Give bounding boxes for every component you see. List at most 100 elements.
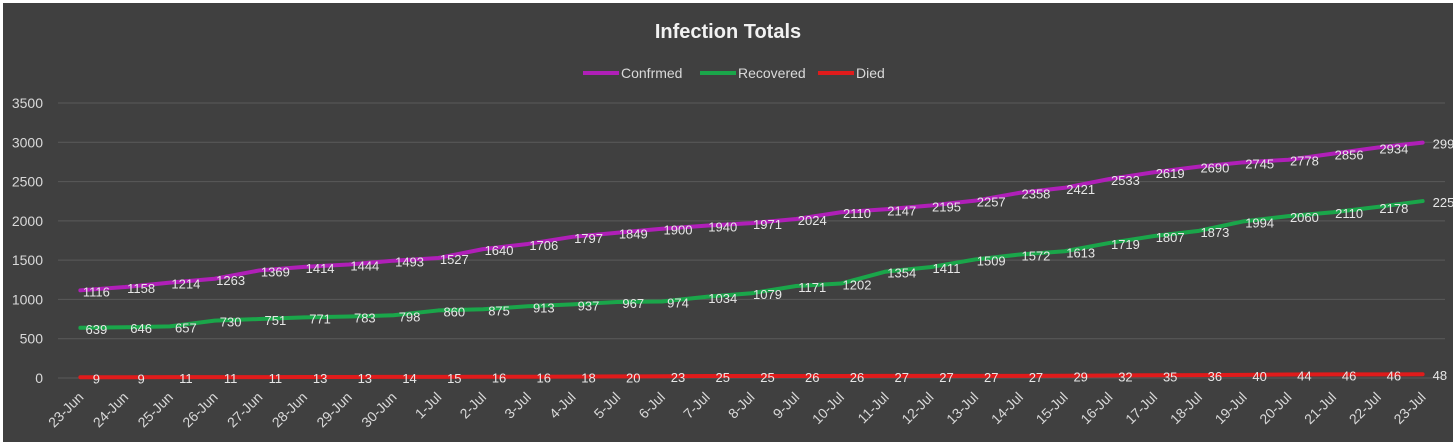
data-label-died: 36 [1208,369,1222,384]
x-tick-label: 3-Jul [501,389,534,422]
data-label-died: 9 [93,371,100,386]
data-label-died: 9 [137,371,144,386]
data-label-recovered: 860 [443,304,465,319]
data-label-confrmed: 2110 [843,206,871,221]
data-label-recovered: 1034 [708,291,737,306]
chart-title: Infection Totals [655,21,801,43]
data-label-died: 15 [447,371,461,386]
data-label-died: 13 [313,371,327,386]
x-tick-label: 1-Jul [412,389,445,422]
data-label-recovered: 1202 [843,278,872,293]
data-label-died: 46 [1387,368,1401,383]
data-label-confrmed: 2619 [1156,166,1185,181]
data-label-died: 27 [1029,370,1043,385]
gridlines [58,102,1445,379]
data-label-died: 27 [984,370,998,385]
x-tick-label: 10-Jul [809,389,847,427]
data-label-confrmed: 2024 [798,213,827,228]
data-label-died: 16 [537,371,551,386]
data-label-recovered: 937 [578,298,600,313]
y-tick-label: 0 [35,370,43,386]
legend: Confrmed Recovered Died [583,65,885,81]
data-label-died: 48 [1433,368,1447,383]
data-label-recovered: 974 [667,295,689,310]
x-tick-label: 26-Jun [179,389,221,431]
data-label-recovered: 1572 [1021,248,1050,263]
x-tick-label: 24-Jun [90,389,132,431]
data-label-recovered: 2252 [1433,195,1453,210]
data-label-recovered: 771 [309,311,331,326]
x-tick-label: 23-Jul [1390,389,1428,427]
data-label-confrmed: 1116 [83,284,110,299]
data-label-died: 32 [1118,369,1132,384]
data-label-recovered: 639 [86,322,108,337]
data-label-confrmed: 2856 [1335,148,1364,163]
data-label-recovered: 1613 [1066,245,1095,260]
x-tick-label: 12-Jul [898,389,936,427]
data-label-died: 35 [1163,369,1177,384]
y-tick-label: 3000 [12,134,43,150]
data-label-recovered: 1411 [932,261,960,276]
data-label-died: 11 [224,371,238,386]
data-label-died: 18 [581,371,595,386]
data-label-recovered: 1807 [1156,230,1185,245]
data-label-died: 23 [671,370,685,385]
data-label-confrmed: 1527 [440,252,469,267]
series-line-confrmed [78,140,1425,293]
series-line-recovered [78,199,1425,330]
y-tick-label: 1000 [12,291,43,307]
x-tick-label: 7-Jul [680,389,713,422]
data-label-confrmed: 2195 [932,200,961,215]
data-label-recovered: 1079 [753,287,782,302]
series-lines [78,140,1425,380]
x-tick-label: 13-Jul [943,389,981,427]
data-label-died: 20 [626,370,640,385]
data-label-died: 14 [402,371,416,386]
x-tick-label: 30-Jun [358,389,400,431]
y-tick-label: 2000 [12,213,43,229]
data-label-confrmed: 2257 [977,195,1006,210]
data-label-recovered: 1994 [1245,215,1274,230]
legend-label-recovered: Recovered [738,65,806,81]
x-tick-label: 23-Jun [45,389,87,431]
data-label-recovered: 1171 [798,280,826,295]
x-tick-label: 16-Jul [1077,389,1115,427]
data-label-confrmed: 1158 [127,281,155,296]
data-label-died: 13 [358,371,372,386]
data-label-confrmed: 1797 [574,231,603,246]
data-label-died: 25 [760,370,774,385]
x-tick-label: 6-Jul [635,389,668,422]
x-tick-label: 22-Jul [1346,389,1384,427]
data-label-confrmed: 2147 [887,203,916,218]
data-label-died: 26 [850,370,864,385]
y-tick-label: 500 [20,331,44,347]
data-label-confrmed: 1940 [708,220,737,235]
data-label-recovered: 1354 [887,266,916,281]
data-label-recovered: 1719 [1111,237,1140,252]
x-tick-label: 5-Jul [591,389,624,422]
y-tick-label: 2500 [12,174,43,190]
data-label-confrmed: 1849 [619,227,648,242]
x-tick-label: 29-Jun [313,389,355,431]
data-label-confrmed: 2358 [1021,187,1050,202]
data-label-confrmed: 1640 [485,243,514,258]
y-tick-label: 1500 [12,252,43,268]
data-label-confrmed: 1414 [306,261,335,276]
x-tick-label: 2-Jul [456,389,489,422]
data-label-died: 46 [1342,368,1356,383]
line-chart: Infection Totals 0 500 1000 1500 2000 2500 300… [12,21,1453,431]
data-label-recovered: 798 [399,309,421,324]
data-label-recovered: 751 [264,313,286,328]
data-label-confrmed: 1900 [664,223,693,238]
x-tick-label: 9-Jul [770,389,803,422]
x-tick-label: 19-Jul [1211,389,1249,427]
x-tick-label: 25-Jun [134,389,176,431]
y-tick-label: 3500 [12,95,43,111]
data-label-died: 11 [179,371,193,386]
x-tick-label: 11-Jul [854,389,892,427]
data-label-confrmed: 1263 [216,273,245,288]
data-label-confrmed: 1493 [395,255,424,270]
data-label-confrmed: 1214 [171,277,200,292]
data-label-confrmed: 2690 [1200,161,1229,176]
